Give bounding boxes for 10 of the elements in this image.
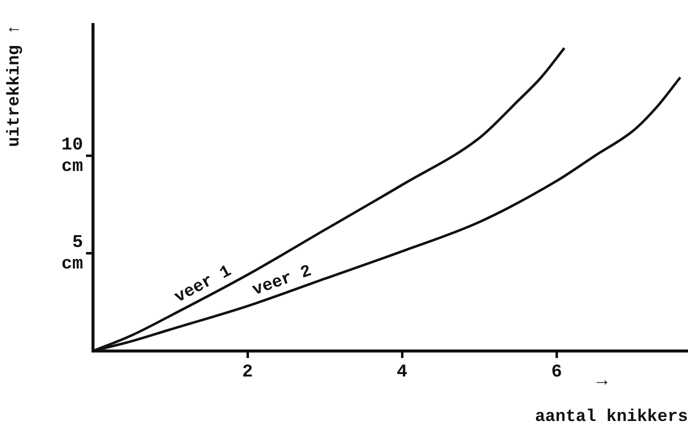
x-tick-label: 2: [242, 362, 253, 382]
x-axis-title: aantal knikkers: [534, 408, 688, 428]
x-tick-label: 6: [551, 362, 562, 382]
y-tick-label: 10 cm: [61, 135, 84, 177]
text: veer 1: [172, 262, 235, 308]
text: veer 2: [250, 262, 314, 300]
x-tick-label: 4: [396, 362, 408, 382]
y-tick-label: 5 cm: [61, 233, 84, 275]
y-axis-title: uitrekking ↑: [5, 24, 24, 148]
text: →: [596, 372, 608, 392]
